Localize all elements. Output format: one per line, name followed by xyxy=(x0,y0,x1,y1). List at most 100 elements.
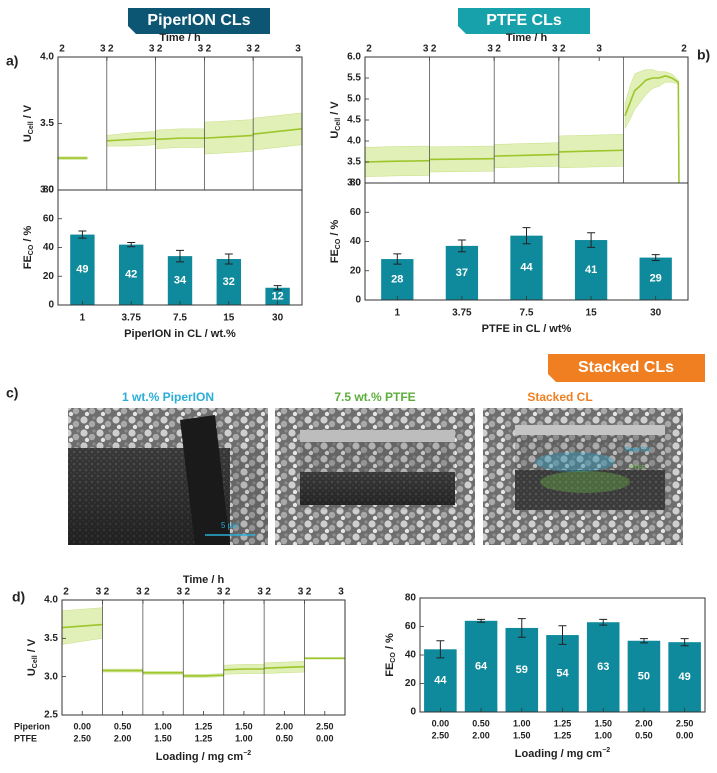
y-axis-title: FECO / % xyxy=(329,220,342,264)
sem-image: 5 µm xyxy=(68,408,268,545)
y-axis-title-part: / V xyxy=(22,104,34,121)
y-tick-label: 20 xyxy=(405,678,417,689)
banner: PTFE CLs xyxy=(458,8,590,34)
x-tick-label: 3.75 xyxy=(452,308,472,319)
x-tick-label: 1.00 xyxy=(235,733,253,743)
x-tick-label: 3.75 xyxy=(121,313,141,324)
bar xyxy=(639,257,672,300)
y-tick-label: 3.5 xyxy=(44,633,58,644)
x-top-tick-label: 2 xyxy=(206,44,212,55)
error-bar xyxy=(680,638,689,647)
y-axis-title: FECO / % xyxy=(384,633,397,677)
y-tick-label: 60 xyxy=(405,621,417,632)
image-caption: Stacked CL xyxy=(527,390,592,404)
y-axis-title: UCell / V xyxy=(22,104,35,142)
banner-text: PiperION CLs xyxy=(147,12,250,29)
error-bar xyxy=(599,618,608,626)
x-top-tick-label: 3 xyxy=(149,44,155,55)
y-axis-title-part: / % xyxy=(384,633,396,652)
y-axis-title: FECO / % xyxy=(22,226,35,270)
y-tick-label: 3.5 xyxy=(40,118,54,129)
y-tick-label: 3.0 xyxy=(44,671,58,682)
bar-value-label: 29 xyxy=(650,273,662,285)
x-top-tick-label: 3 xyxy=(96,587,102,598)
x-top-tick-label: 3 xyxy=(298,587,304,598)
y-tick-label: 6.0 xyxy=(347,52,361,63)
x-top-tick-label: 3 xyxy=(136,587,142,598)
bar xyxy=(119,244,144,305)
error-bar xyxy=(558,625,567,645)
bar xyxy=(586,622,620,712)
bar xyxy=(668,642,701,712)
error-bar xyxy=(224,253,233,265)
error-bar xyxy=(477,618,486,623)
bar-value-label: 64 xyxy=(475,660,488,672)
y-axis-title-part: U xyxy=(22,134,34,142)
voltage-line xyxy=(106,137,156,142)
voltage-line xyxy=(183,674,224,677)
error-bar xyxy=(127,241,136,248)
y-tick-label: 60 xyxy=(350,207,362,218)
x-top-tick-label: 2 xyxy=(59,44,65,55)
bar xyxy=(627,640,661,712)
x-tick-label: 1.50 xyxy=(235,721,253,731)
voltage-line xyxy=(494,153,559,157)
y-axis-title-part: FE xyxy=(384,663,396,677)
bar-value-label: 59 xyxy=(516,664,528,676)
x-axis-title: Loading / mg cm−2 xyxy=(515,747,610,760)
voltage-line xyxy=(155,137,205,141)
x-top-axis-title: Time / h xyxy=(159,32,201,44)
panel-label: d) xyxy=(12,589,25,605)
error-bar xyxy=(517,618,526,638)
x-top-tick-label: 2 xyxy=(495,44,501,55)
x-top-tick-label: 3 xyxy=(552,44,558,55)
x-top-axis-title: Time / h xyxy=(506,32,548,44)
bar-value-label: 28 xyxy=(391,273,403,285)
y-axis-title-part: / V xyxy=(26,638,38,655)
x-tick-label: 2.00 xyxy=(472,730,490,740)
error-bar xyxy=(393,253,402,265)
x-tick-label: 1.00 xyxy=(594,730,612,740)
x-tick-label: 0.50 xyxy=(635,730,653,740)
y-tick-label: 5.5 xyxy=(347,73,361,84)
bar-value-label: 54 xyxy=(556,667,569,679)
x-top-tick-label: 3 xyxy=(198,44,204,55)
y-axis-title-part: CO xyxy=(28,244,35,255)
error-bar xyxy=(522,227,531,245)
x-top-tick-label: 3 xyxy=(596,44,602,55)
x-tick-label: 1.25 xyxy=(195,733,213,743)
bar xyxy=(464,620,498,712)
voltage-line xyxy=(253,128,303,135)
bar-value-label: 34 xyxy=(174,274,187,286)
bar-value-label: 50 xyxy=(638,670,650,682)
error-band xyxy=(624,69,680,184)
bar xyxy=(381,259,414,300)
y-axis-title-part: FE xyxy=(22,255,34,269)
y-tick-label: 60 xyxy=(43,213,55,224)
bar xyxy=(510,235,543,300)
layer-label: PTFE xyxy=(630,466,645,472)
y-tick-label: 80 xyxy=(43,185,55,196)
bar-value-label: 32 xyxy=(223,276,235,288)
bar xyxy=(167,256,193,305)
x-top-tick-label: 3 xyxy=(177,587,183,598)
x-top-tick-label: 2 xyxy=(265,587,271,598)
y-axis-title-part: / % xyxy=(22,226,34,245)
y-axis-title-part: FE xyxy=(329,249,341,263)
x-tick-label: 2.50 xyxy=(73,733,91,743)
bar-value-label: 49 xyxy=(76,264,88,276)
bar-value-label: 63 xyxy=(597,661,609,673)
x-axis-title-part: −2 xyxy=(243,750,251,757)
x-top-tick-label: 2 xyxy=(144,587,150,598)
y-tick-label: 0 xyxy=(355,295,361,306)
y-axis-title: UCell / V xyxy=(329,101,342,139)
bar xyxy=(216,259,241,305)
y-axis-title-part: CO xyxy=(390,652,397,663)
x-tick-label: 0.50 xyxy=(472,718,490,728)
x-top-tick-label: 2 xyxy=(431,44,437,55)
y-tick-label: 20 xyxy=(43,271,55,282)
x-tick-label: 1.25 xyxy=(195,721,213,731)
voltage-line xyxy=(264,665,305,670)
x-top-tick-label: 2 xyxy=(185,587,191,598)
x-tick-label: 2.00 xyxy=(276,721,294,731)
